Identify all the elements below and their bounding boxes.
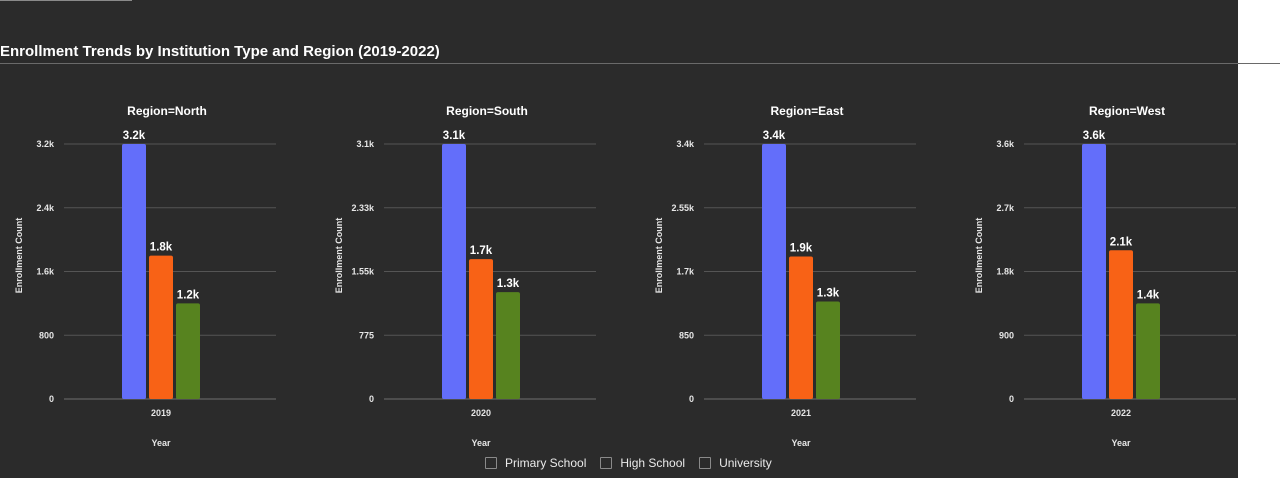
legend-swatch xyxy=(600,457,613,469)
x-axis-title: Year xyxy=(1111,438,1131,448)
y-tick-label: 0 xyxy=(1009,394,1014,404)
faceted-bar-chart: 0 800 1.6k 2.4k 3.2k Region=North 3.2k 1.8k 1.2k… xyxy=(14,104,1236,448)
facet-title: Region=North xyxy=(127,104,207,118)
bar-university xyxy=(816,301,840,399)
x-tick-label: 2022 xyxy=(1111,408,1131,418)
chart-title: Enrollment Trends by Institution Type an… xyxy=(0,43,440,60)
y-axis-title: Enrollment Count xyxy=(654,218,664,294)
x-axis-title: Year xyxy=(471,438,491,448)
facet-title: Region=West xyxy=(1089,104,1165,118)
legend-item-high-school[interactable]: High School xyxy=(600,456,685,470)
legend-item-primary-school[interactable]: Primary School xyxy=(485,456,586,470)
data-label: 1.3k xyxy=(497,278,520,290)
data-label: 1.9k xyxy=(790,243,813,255)
data-label: 3.4k xyxy=(763,130,786,142)
y-tick-label: 2.4k xyxy=(36,203,55,213)
legend-label: High School xyxy=(620,456,686,470)
legend: Primary School High School University xyxy=(485,454,772,472)
bar-high-school xyxy=(149,255,173,399)
legend-item-university[interactable]: University xyxy=(699,456,772,470)
y-tick-label: 3.4k xyxy=(676,139,695,149)
tab-strip xyxy=(0,0,132,1)
data-label: 3.1k xyxy=(443,130,466,142)
data-label: 1.2k xyxy=(177,289,200,301)
bar-university xyxy=(1136,303,1160,399)
y-tick-label: 2.33k xyxy=(351,203,375,213)
x-axis-title: Year xyxy=(791,438,811,448)
chart-panel: Enrollment Trends by Institution Type an… xyxy=(0,0,1238,478)
data-label: 1.8k xyxy=(150,242,173,254)
legend-label: Primary School xyxy=(505,456,587,470)
y-tick-label: 1.8k xyxy=(996,267,1015,277)
bar-university xyxy=(496,292,520,399)
data-label: 3.6k xyxy=(1083,130,1106,142)
y-tick-label: 0 xyxy=(369,394,374,404)
y-tick-label: 1.55k xyxy=(351,267,375,277)
y-tick-label: 800 xyxy=(39,330,54,340)
legend-swatch xyxy=(699,457,712,469)
y-tick-label: 3.1k xyxy=(356,139,375,149)
y-tick-label: 1.7k xyxy=(676,267,695,277)
bar-university xyxy=(176,303,200,399)
data-label: 1.4k xyxy=(1137,289,1160,301)
bar-primary-school xyxy=(762,144,786,399)
data-label: 1.7k xyxy=(470,245,493,257)
x-tick-label: 2021 xyxy=(791,408,811,418)
y-tick-label: 1.6k xyxy=(36,267,55,277)
facet-title: Region=East xyxy=(770,104,843,118)
y-axis-title: Enrollment Count xyxy=(14,218,24,294)
bar-high-school xyxy=(789,256,813,399)
y-tick-label: 2.55k xyxy=(671,203,695,213)
y-tick-label: 0 xyxy=(49,394,54,404)
legend-swatch xyxy=(485,457,497,469)
y-tick-label: 3.6k xyxy=(996,139,1015,149)
y-tick-label: 775 xyxy=(359,330,374,340)
x-tick-label: 2019 xyxy=(151,408,171,418)
data-label: 2.1k xyxy=(1110,236,1133,248)
bar-primary-school xyxy=(122,144,146,399)
title-divider xyxy=(0,63,1280,64)
y-tick-label: 2.7k xyxy=(996,203,1015,213)
y-tick-label: 850 xyxy=(679,330,694,340)
y-axis-title: Enrollment Count xyxy=(334,218,344,294)
x-axis-title: Year xyxy=(151,438,171,448)
facet-title: Region=South xyxy=(446,104,528,118)
bar-high-school xyxy=(469,259,493,399)
bar-primary-school xyxy=(442,144,466,399)
x-tick-label: 2020 xyxy=(471,408,491,418)
y-tick-label: 900 xyxy=(999,330,1014,340)
y-axis-title: Enrollment Count xyxy=(974,218,984,294)
bar-primary-school xyxy=(1082,144,1106,399)
y-tick-label: 0 xyxy=(689,394,694,404)
data-label: 1.3k xyxy=(817,288,840,300)
bar-high-school xyxy=(1109,250,1133,399)
legend-label: University xyxy=(719,456,772,470)
data-label: 3.2k xyxy=(123,130,146,142)
y-tick-label: 3.2k xyxy=(36,139,55,149)
